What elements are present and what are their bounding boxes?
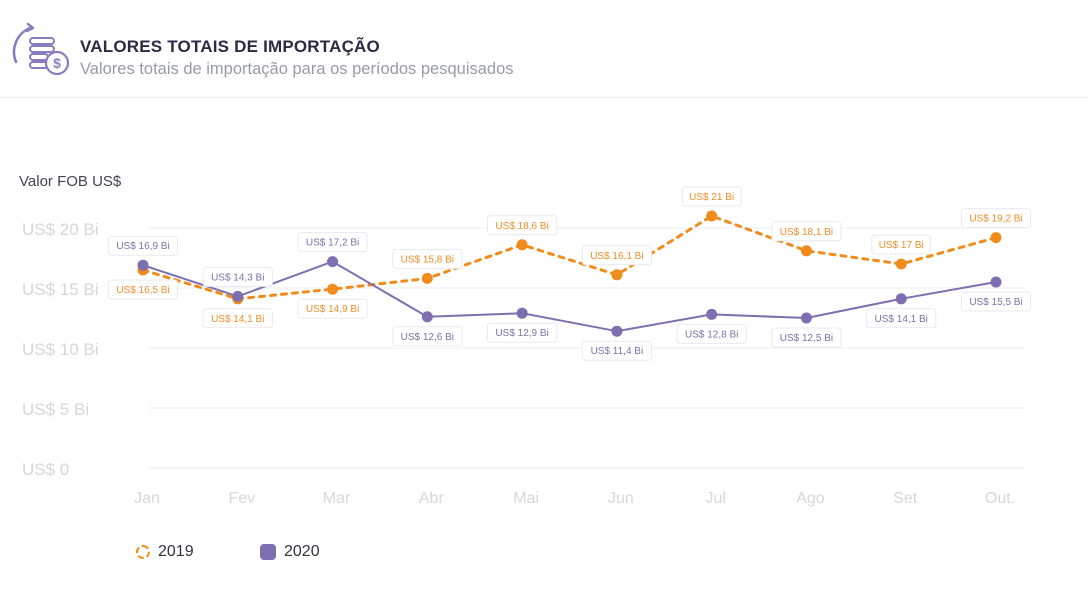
data-label-box-2020-9 xyxy=(960,291,1032,312)
y-tick-label-20: US$ 20 Bi xyxy=(22,220,99,239)
data-label-2019-6: US$ 21 Bi xyxy=(689,192,734,203)
data-label-box-2019-9 xyxy=(960,208,1032,229)
data-point-2019-6 xyxy=(706,210,718,222)
data-label-2019-4: US$ 18,6 Bi xyxy=(495,221,548,232)
data-point-2020-5 xyxy=(611,325,623,337)
y-tick-label-15: US$ 15 Bi xyxy=(22,280,99,299)
series-line-2019 xyxy=(141,214,998,301)
x-tick-label-3: Abr xyxy=(419,490,445,507)
data-point-2020-3 xyxy=(421,311,433,323)
legend-swatch-2020 xyxy=(260,544,276,560)
data-point-2020-7 xyxy=(800,312,812,324)
svg-text:$: $ xyxy=(53,55,61,71)
data-point-2020-6 xyxy=(706,308,718,320)
data-point-2020-8 xyxy=(895,293,907,305)
data-point-2019-4 xyxy=(516,239,528,251)
x-tick-label-5: Jun xyxy=(608,490,634,507)
page-subtitle: Valores totais de importação para os per… xyxy=(80,60,514,78)
x-tick-label-2: Mar xyxy=(323,490,351,507)
data-label-2020-6: US$ 12,8 Bi xyxy=(685,329,738,340)
card-header: $ VALORES TOTAIS DE IMPORTAÇÃO Valores t… xyxy=(0,0,1088,98)
data-label-2019-2: US$ 14,9 Bi xyxy=(306,304,359,315)
data-point-2019-5 xyxy=(611,269,623,281)
data-label-box-2019-1 xyxy=(202,308,273,329)
y-tick-label-5: US$ 5 Bi xyxy=(22,400,89,419)
data-point-2020-0 xyxy=(137,259,149,271)
page-title: VALORES TOTAIS DE IMPORTAÇÃO xyxy=(80,37,380,56)
series-line-2020 xyxy=(142,260,997,333)
data-label-2020-4: US$ 12,9 Bi xyxy=(495,328,548,339)
data-label-box-2019-5 xyxy=(581,245,652,266)
x-tick-label-4: Mai xyxy=(513,490,539,507)
x-tick-label-7: Ago xyxy=(796,490,825,507)
x-tick-label-0: Jan xyxy=(134,490,160,507)
data-label-2019-1: US$ 14,1 Bi xyxy=(211,314,264,325)
data-point-2019-7 xyxy=(800,245,812,257)
data-label-box-2019-0 xyxy=(107,279,179,300)
data-label-2020-2: US$ 17,2 Bi xyxy=(306,238,359,249)
data-label-box-2019-8 xyxy=(871,234,932,255)
data-point-2020-1 xyxy=(232,290,244,302)
data-label-2020-1: US$ 14,3 Bi xyxy=(211,272,264,283)
x-tick-label-1: Fev xyxy=(228,490,255,507)
data-label-2020-3: US$ 12,6 Bi xyxy=(401,332,454,343)
data-label-2020-7: US$ 12,5 Bi xyxy=(780,333,833,344)
data-label-2019-0: US$ 16,5 Bi xyxy=(116,285,169,296)
x-tick-label-6: Jul xyxy=(705,490,725,507)
data-point-2019-9 xyxy=(990,232,1002,244)
x-tick-label-9: Out. xyxy=(985,490,1015,507)
legend-item-2019[interactable]: 2019 xyxy=(136,543,194,561)
y-tick-label-0: US$ 0 xyxy=(22,460,69,479)
data-label-box-2020-6 xyxy=(676,323,747,344)
x-tick-label-8: Set xyxy=(893,490,918,507)
data-label-2020-9: US$ 15,5 Bi xyxy=(969,297,1022,308)
data-label-box-2020-4 xyxy=(487,322,558,343)
data-label-box-2019-7 xyxy=(771,221,842,242)
data-label-2019-8: US$ 17 Bi xyxy=(879,240,924,251)
data-point-2020-2 xyxy=(327,256,339,268)
data-label-box-2020-1 xyxy=(202,266,273,287)
legend-swatch-2019 xyxy=(136,545,150,559)
legend-label-2020: 2020 xyxy=(284,543,320,560)
data-label-2019-3: US$ 15,8 Bi xyxy=(401,254,454,265)
y-axis-label: Valor FOB US$ xyxy=(19,173,122,190)
data-label-box-2020-2 xyxy=(297,232,368,253)
data-point-2019-2 xyxy=(327,283,339,295)
coins-dollar-icon: $ xyxy=(12,22,70,76)
data-point-2020-4 xyxy=(516,307,528,319)
data-label-2019-5: US$ 16,1 Bi xyxy=(590,251,643,262)
data-label-2019-7: US$ 18,1 Bi xyxy=(780,227,833,238)
data-point-2019-8 xyxy=(895,258,907,270)
data-label-box-2020-8 xyxy=(866,308,937,329)
data-label-2020-0: US$ 16,9 Bi xyxy=(116,241,169,252)
data-label-2020-5: US$ 11,4 Bi xyxy=(591,346,644,357)
legend-label-2019: 2019 xyxy=(158,543,194,560)
data-label-2020-8: US$ 14,1 Bi xyxy=(875,314,928,325)
data-point-2020-9 xyxy=(990,276,1002,288)
legend-item-2020[interactable]: 2020 xyxy=(260,543,320,561)
y-tick-label-10: US$ 10 Bi xyxy=(22,340,99,359)
data-label-box-2020-5 xyxy=(581,340,652,361)
data-label-2019-9: US$ 19,2 Bi xyxy=(969,214,1022,225)
data-point-2019-3 xyxy=(421,272,433,284)
data-label-box-2020-0 xyxy=(107,235,179,256)
data-label-box-2019-2 xyxy=(297,298,368,319)
data-label-box-2019-4 xyxy=(487,215,558,236)
data-label-box-2020-7 xyxy=(771,327,842,348)
data-label-box-2019-6 xyxy=(681,186,742,207)
data-label-box-2020-3 xyxy=(392,326,463,347)
data-label-box-2019-3 xyxy=(392,248,463,269)
